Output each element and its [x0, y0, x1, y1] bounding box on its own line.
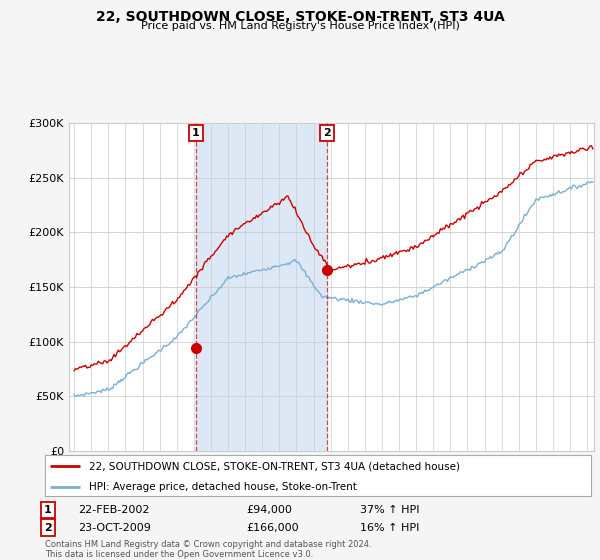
Text: 1: 1	[192, 128, 200, 138]
Text: £94,000: £94,000	[246, 505, 292, 515]
Text: Contains HM Land Registry data © Crown copyright and database right 2024.
This d: Contains HM Land Registry data © Crown c…	[45, 540, 371, 559]
Bar	[196, 123, 327, 451]
Text: 2: 2	[323, 128, 331, 138]
Text: 23-OCT-2009: 23-OCT-2009	[78, 522, 151, 533]
Text: 2: 2	[44, 522, 52, 533]
Text: 22-FEB-2002: 22-FEB-2002	[78, 505, 149, 515]
Text: 1: 1	[44, 505, 52, 515]
Text: 16% ↑ HPI: 16% ↑ HPI	[360, 522, 419, 533]
Text: 22, SOUTHDOWN CLOSE, STOKE-ON-TRENT, ST3 4UA (detached house): 22, SOUTHDOWN CLOSE, STOKE-ON-TRENT, ST3…	[89, 461, 460, 471]
Text: Price paid vs. HM Land Registry's House Price Index (HPI): Price paid vs. HM Land Registry's House …	[140, 21, 460, 31]
Text: HPI: Average price, detached house, Stoke-on-Trent: HPI: Average price, detached house, Stok…	[89, 482, 356, 492]
Text: 22, SOUTHDOWN CLOSE, STOKE-ON-TRENT, ST3 4UA: 22, SOUTHDOWN CLOSE, STOKE-ON-TRENT, ST3…	[95, 10, 505, 24]
Text: 37% ↑ HPI: 37% ↑ HPI	[360, 505, 419, 515]
Text: £166,000: £166,000	[246, 522, 299, 533]
